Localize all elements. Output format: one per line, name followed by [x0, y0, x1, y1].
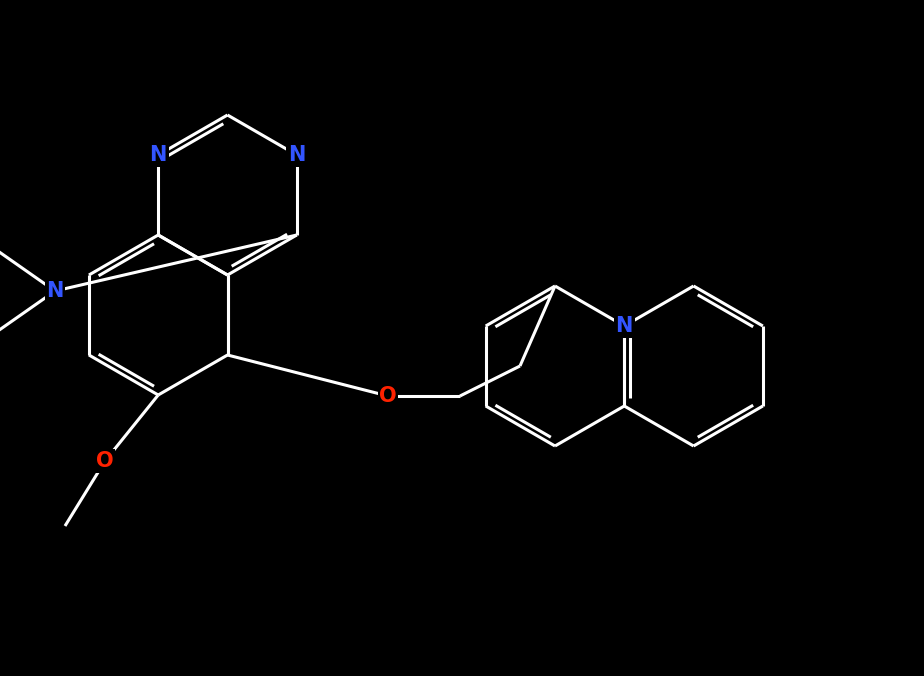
- Text: O: O: [96, 451, 114, 471]
- Text: N: N: [46, 281, 64, 301]
- Text: N: N: [150, 145, 167, 165]
- Text: N: N: [288, 145, 306, 165]
- Text: N: N: [615, 316, 633, 336]
- Text: O: O: [379, 386, 396, 406]
